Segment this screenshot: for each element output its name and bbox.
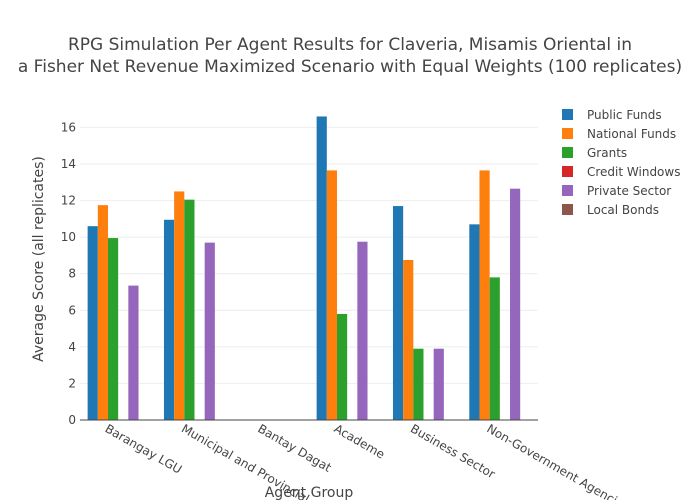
bar[interactable] xyxy=(204,242,215,420)
bar[interactable] xyxy=(107,238,119,420)
legend-swatch xyxy=(562,128,573,139)
bar[interactable] xyxy=(479,170,490,420)
bar[interactable] xyxy=(413,348,424,420)
legend-item[interactable]: National Funds xyxy=(562,127,676,141)
legend-swatch xyxy=(562,185,573,196)
bars xyxy=(87,116,521,421)
y-tick-label: 4 xyxy=(68,340,76,354)
y-tick-label: 12 xyxy=(61,194,76,208)
bar[interactable] xyxy=(174,191,185,420)
legend-label: Credit Windows xyxy=(587,165,680,179)
legend-label: Private Sector xyxy=(587,184,671,198)
y-tick-label: 2 xyxy=(68,376,76,390)
bar[interactable] xyxy=(357,241,368,420)
bar[interactable] xyxy=(128,285,139,420)
legend-item[interactable]: Public Funds xyxy=(562,108,662,122)
legend-label: Local Bonds xyxy=(587,203,659,217)
legend[interactable]: Public Funds National Funds Grants Credit W… xyxy=(562,108,680,217)
legend-item[interactable]: Grants xyxy=(562,146,627,160)
bar[interactable] xyxy=(326,170,337,420)
y-axis-title: Average Score (all replicates) xyxy=(31,156,47,362)
bar[interactable] xyxy=(469,224,480,420)
bar[interactable] xyxy=(163,219,175,420)
y-tick-label: 0 xyxy=(68,413,76,427)
legend-swatch xyxy=(562,147,573,158)
y-tick-labels: 0 2 4 6 8 10 12 14 16 xyxy=(61,120,76,427)
grid-lines xyxy=(80,126,538,384)
y-tick-label: 14 xyxy=(61,157,76,171)
bar[interactable] xyxy=(510,188,521,420)
x-axis-title: Agent Group xyxy=(265,485,354,500)
bar[interactable] xyxy=(336,313,348,420)
legend-swatch xyxy=(562,204,573,215)
legend-label: Public Funds xyxy=(587,108,662,122)
legend-item[interactable]: Credit Windows xyxy=(562,165,680,179)
bar[interactable] xyxy=(433,348,444,420)
legend-swatch xyxy=(562,109,573,120)
legend-swatch xyxy=(562,166,573,177)
bar[interactable] xyxy=(97,205,108,420)
legend-label: National Funds xyxy=(587,127,676,141)
bar[interactable] xyxy=(392,206,404,420)
y-tick-label: 10 xyxy=(61,230,76,244)
bar[interactable] xyxy=(316,116,327,421)
bar[interactable] xyxy=(87,226,98,420)
y-tick-label: 16 xyxy=(61,120,76,134)
legend-item[interactable]: Local Bonds xyxy=(562,203,659,217)
chart-title-line-2: a Fisher Net Revenue Maximized Scenario … xyxy=(18,57,682,77)
bar[interactable] xyxy=(184,199,195,420)
legend-label: Grants xyxy=(587,146,627,160)
y-tick-label: 6 xyxy=(68,303,76,317)
bar[interactable] xyxy=(489,277,500,420)
y-tick-label: 8 xyxy=(68,267,76,281)
bar[interactable] xyxy=(403,260,414,420)
chart-title-line-1: RPG Simulation Per Agent Results for Cla… xyxy=(68,35,632,55)
legend-item[interactable]: Private Sector xyxy=(562,184,671,198)
